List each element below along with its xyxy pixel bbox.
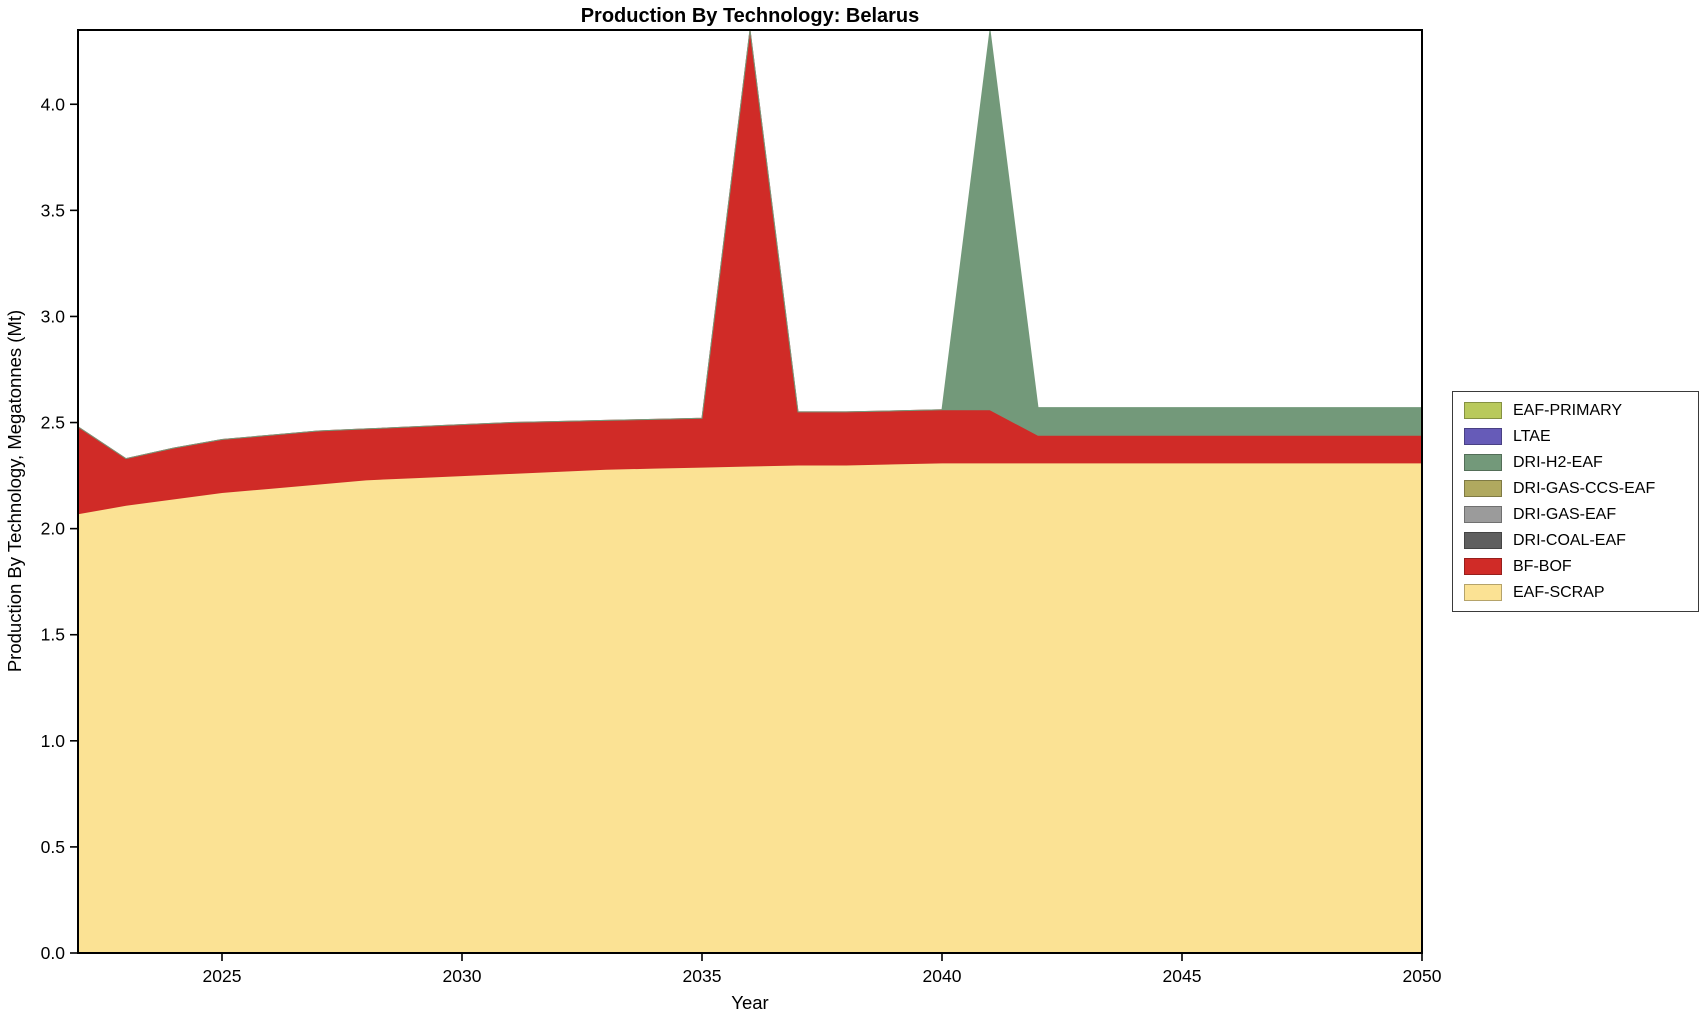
legend-label: EAF-SCRAP — [1513, 584, 1605, 601]
legend-swatch-LTAE — [1464, 428, 1502, 445]
x-tick-label: 2045 — [1163, 966, 1202, 986]
area-DRI-H2-EAF — [78, 30, 1422, 460]
legend-item-DRI-COAL-EAF: DRI-COAL-EAF — [1464, 532, 1687, 549]
legend-swatch-DRI-GAS-CCS-EAF — [1464, 480, 1502, 497]
y-tick-label: 2.5 — [41, 413, 65, 433]
legend-item-DRI-H2-EAF: DRI-H2-EAF — [1464, 454, 1687, 471]
legend-swatch-DRI-COAL-EAF — [1464, 532, 1502, 549]
legend-label: DRI-GAS-CCS-EAF — [1513, 480, 1656, 497]
axis-ticks: 2025 2030 2035 2040 2045 2050 0.0 0.5 1.0 1.5 2.0 2… — [41, 94, 1442, 986]
stacked-areas — [78, 30, 1422, 953]
y-tick-label: 0.5 — [41, 837, 65, 857]
y-tick-label: 3.0 — [41, 306, 66, 326]
x-axis-label: Year — [731, 992, 768, 1013]
legend-item-DRI-GAS-CCS-EAF: DRI-GAS-CCS-EAF — [1464, 480, 1687, 497]
y-tick-label: 1.0 — [41, 731, 66, 751]
legend-item-LTAE: LTAE — [1464, 428, 1687, 445]
legend-swatch-EAF-PRIMARY — [1464, 402, 1502, 419]
chart-title: Production By Technology: Belarus — [581, 5, 920, 27]
y-tick-label: 0.0 — [41, 943, 66, 963]
y-tick-label: 2.0 — [41, 519, 66, 539]
y-tick-label: 3.5 — [41, 200, 65, 220]
x-tick-label: 2040 — [923, 966, 962, 986]
legend-label: DRI-GAS-EAF — [1513, 506, 1617, 523]
plot-border — [77, 29, 1423, 954]
y-tick-label: 4.0 — [41, 94, 66, 114]
legend-swatch-BF-BOF — [1464, 558, 1502, 575]
legend: EAF-PRIMARY LTAE DRI-H2-EAF DRI-GAS-CCS-EAF… — [1452, 391, 1699, 612]
legend-label: EAF-PRIMARY — [1513, 402, 1623, 419]
legend-item-BF-BOF: BF-BOF — [1464, 558, 1687, 575]
y-tick-label: 1.5 — [41, 625, 65, 645]
y-axis-label: Production By Technology, Megatonnes (Mt… — [4, 310, 25, 672]
legend-label: DRI-H2-EAF — [1513, 454, 1603, 471]
legend-item-EAF-SCRAP: EAF-SCRAP — [1464, 584, 1687, 601]
legend-label: BF-BOF — [1513, 558, 1572, 575]
x-tick-label: 2035 — [683, 966, 722, 986]
legend-swatch-DRI-H2-EAF — [1464, 454, 1502, 471]
legend-item-DRI-GAS-EAF: DRI-GAS-EAF — [1464, 506, 1687, 523]
area-BF-BOF — [78, 30, 1422, 515]
legend-swatch-DRI-GAS-EAF — [1464, 506, 1502, 523]
legend-label: DRI-COAL-EAF — [1513, 532, 1626, 549]
area-EAF-SCRAP — [78, 462, 1422, 953]
x-tick-label: 2030 — [443, 966, 482, 986]
x-tick-label: 2025 — [203, 966, 242, 986]
legend-swatch-EAF-SCRAP — [1464, 584, 1502, 601]
legend-item-EAF-PRIMARY: EAF-PRIMARY — [1464, 402, 1687, 419]
legend-label: LTAE — [1513, 428, 1551, 445]
x-tick-label: 2050 — [1403, 966, 1442, 986]
